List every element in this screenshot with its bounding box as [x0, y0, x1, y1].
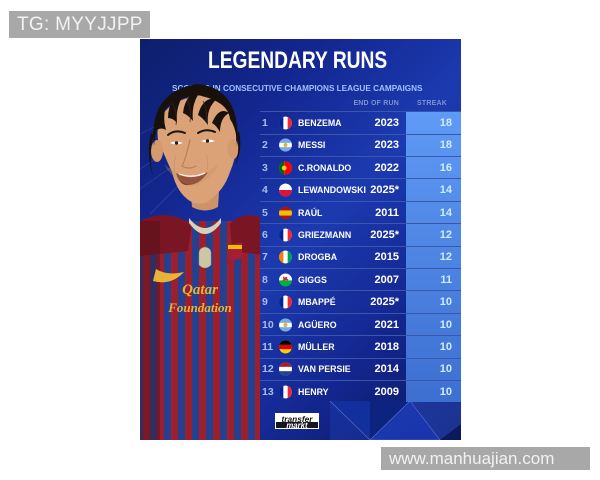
- svg-text:Qatar: Qatar: [182, 282, 218, 298]
- svg-text:Foundation: Foundation: [167, 300, 232, 315]
